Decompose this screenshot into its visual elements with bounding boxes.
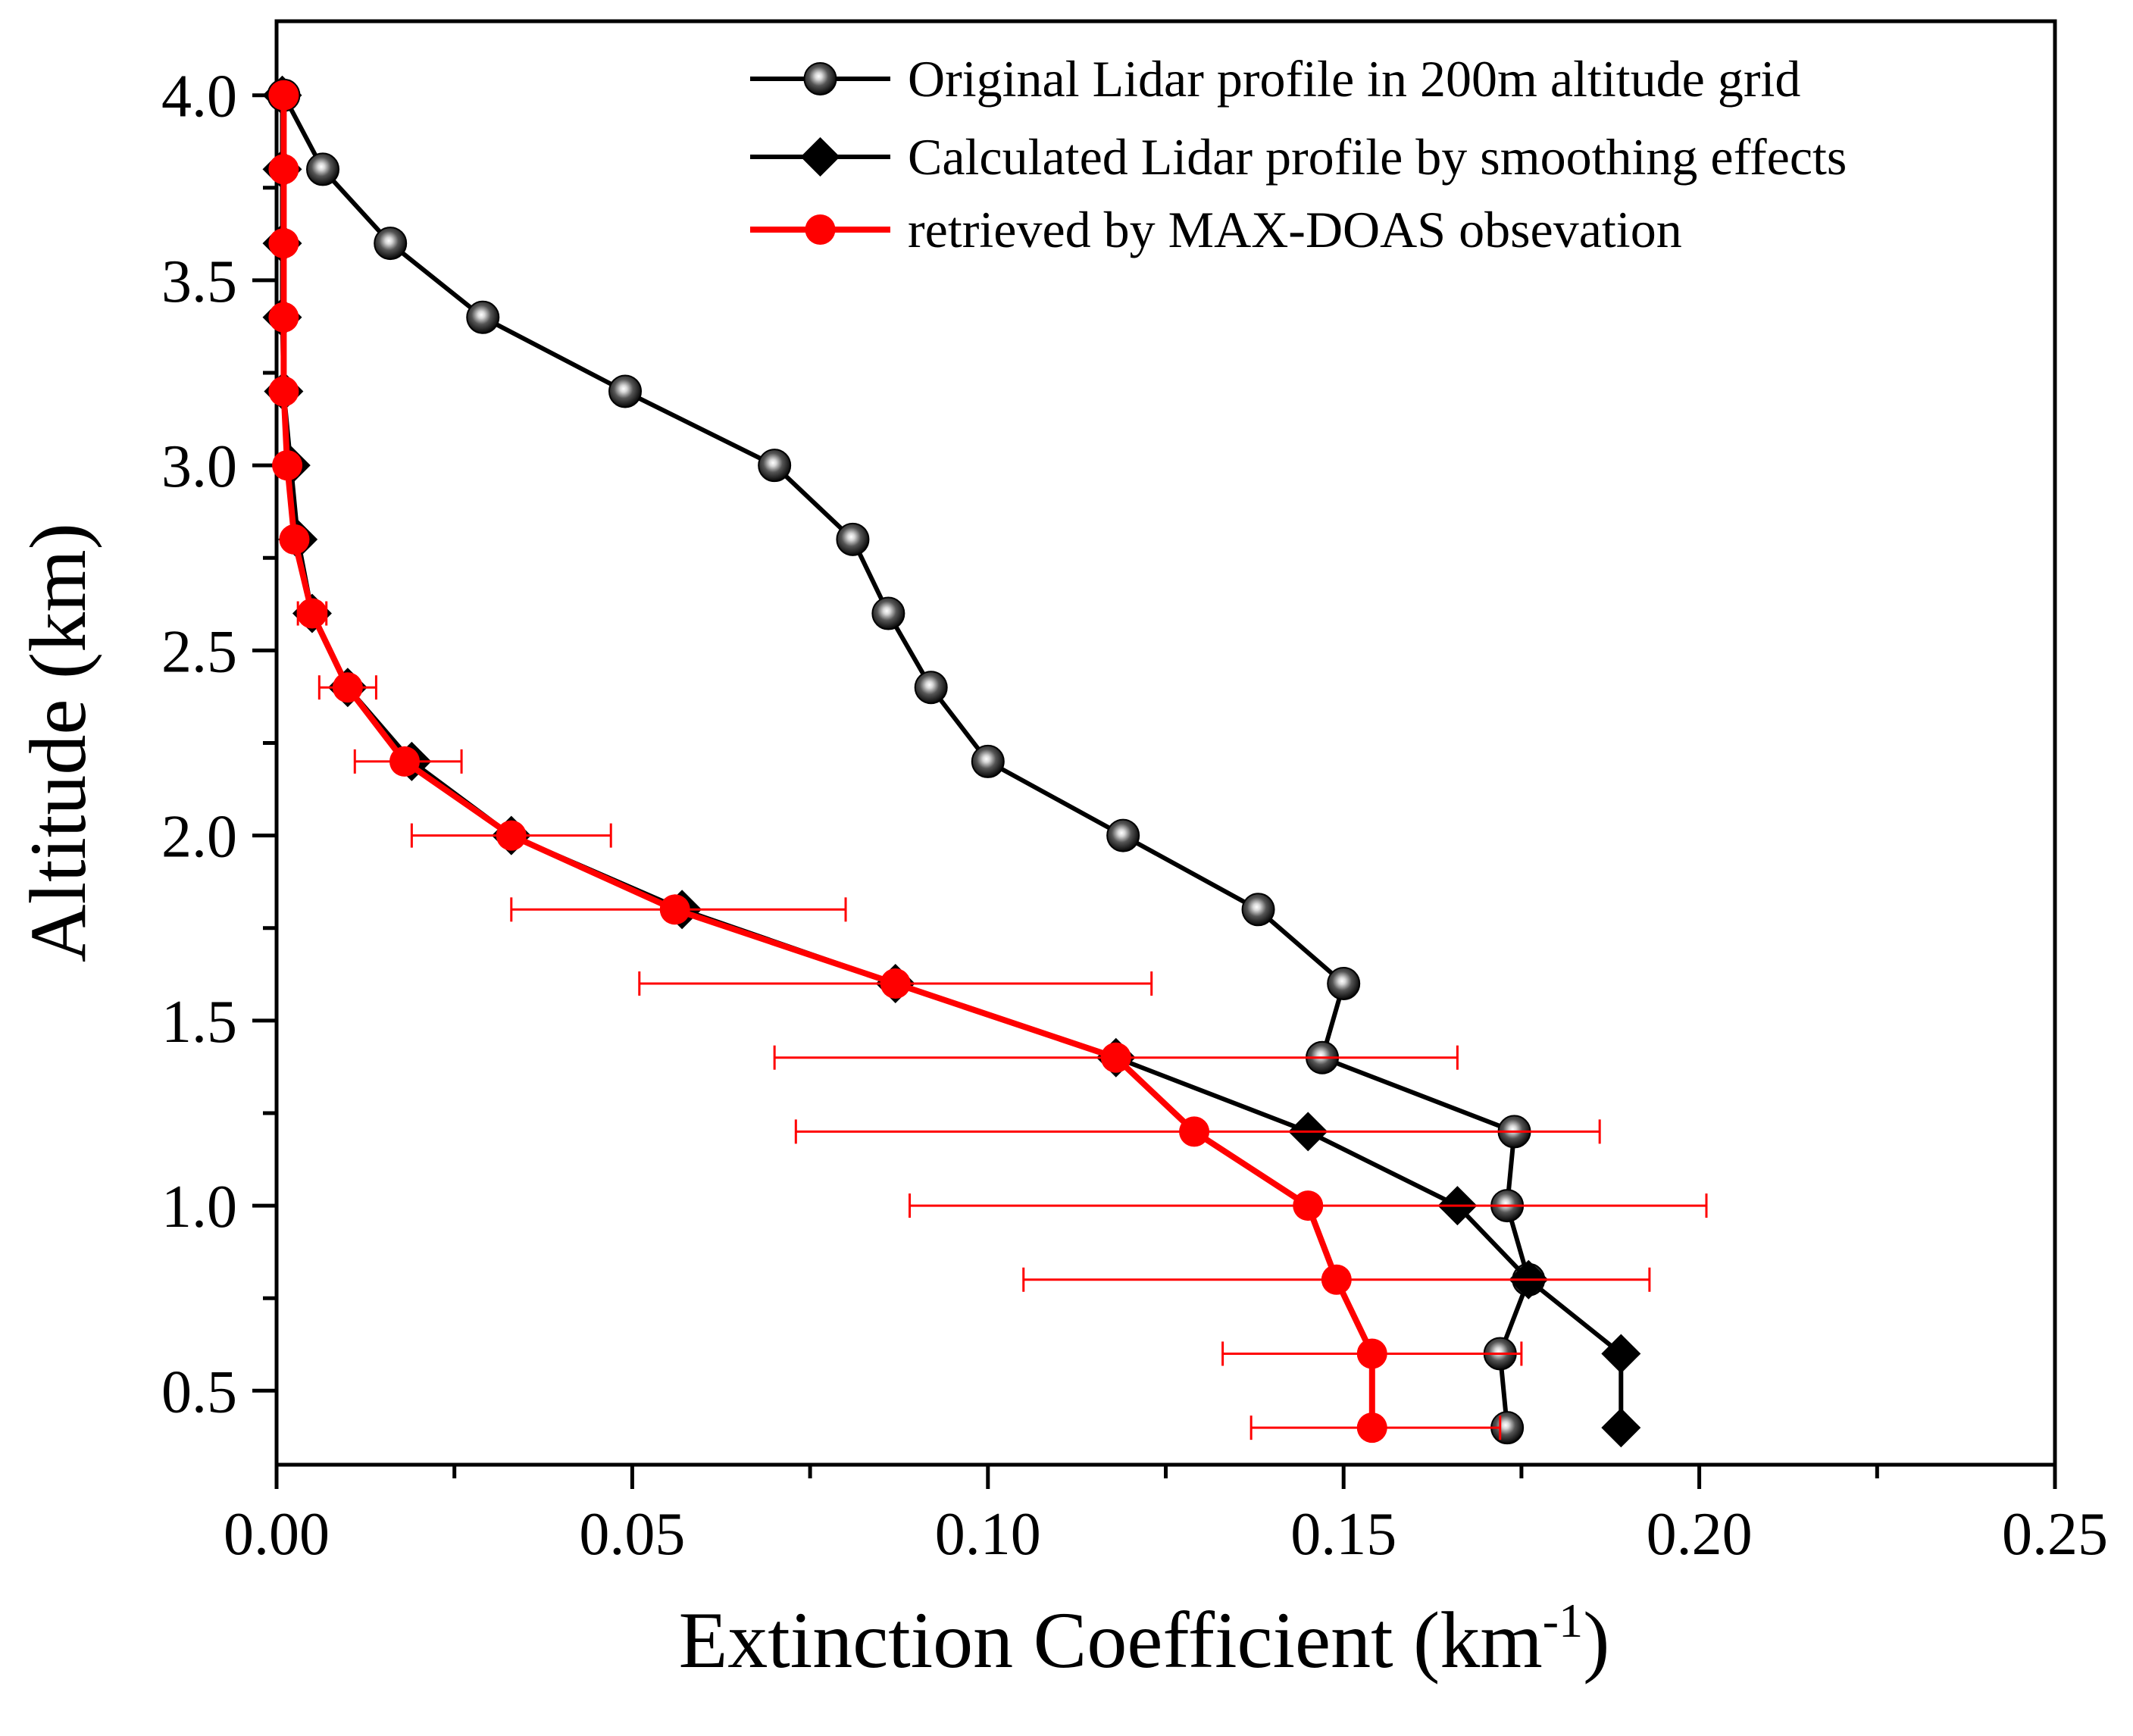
data-point bbox=[1321, 1264, 1352, 1295]
data-point bbox=[971, 744, 1005, 778]
legend-label: retrieved by MAX-DOAS obsevation bbox=[908, 201, 1682, 258]
data-point bbox=[268, 302, 299, 333]
y-tick-label: 1.0 bbox=[161, 1174, 237, 1240]
x-axis-title-superscript: -1 bbox=[1543, 1594, 1583, 1647]
data-point bbox=[389, 746, 420, 777]
legend-entry-3: retrieved by MAX-DOAS obsevation bbox=[750, 201, 1682, 258]
data-point bbox=[758, 449, 792, 483]
data-point bbox=[268, 154, 299, 185]
x-tick-label: 0.00 bbox=[224, 1501, 330, 1568]
y-tick-label: 4.0 bbox=[161, 64, 237, 130]
legend-marker bbox=[805, 214, 836, 245]
x-tick-label: 0.20 bbox=[1647, 1501, 1753, 1568]
y-tick-label: 1.5 bbox=[161, 989, 237, 1056]
y-tick-label: 0.5 bbox=[161, 1359, 237, 1425]
legend-entry-1: Original Lidar profile in 200m altitude … bbox=[750, 50, 1800, 108]
legend-marker bbox=[800, 137, 840, 177]
axes: 0.00 0.05 0.10 0.15 0.20 0.25 0.5 1.0 1.5 2.0 2.5 3… bbox=[161, 64, 2108, 1568]
data-point bbox=[1241, 893, 1275, 927]
legend-label: Original Lidar profile in 200m altitude … bbox=[908, 50, 1800, 108]
data-point bbox=[374, 227, 408, 261]
data-point bbox=[296, 598, 327, 629]
x-tick-label: 0.05 bbox=[579, 1501, 685, 1568]
data-point bbox=[659, 894, 690, 925]
data-point bbox=[1106, 818, 1140, 852]
series-line bbox=[280, 95, 1624, 1428]
series-line bbox=[281, 94, 1531, 1428]
data-point bbox=[1356, 1338, 1387, 1369]
legend-label: Calculated Lidar profile by smoothing ef… bbox=[908, 128, 1847, 186]
y-axis-title: Altitude (km) bbox=[14, 523, 102, 962]
legend: Original Lidar profile in 200m altitude … bbox=[750, 50, 1847, 258]
data-point bbox=[332, 672, 363, 703]
series-2 bbox=[262, 75, 1641, 1448]
data-point bbox=[466, 300, 500, 334]
legend-marker bbox=[803, 62, 837, 95]
y-tick-label: 3.0 bbox=[161, 433, 237, 500]
y-tick-label: 2.5 bbox=[161, 618, 237, 685]
series-3 bbox=[268, 80, 1708, 1444]
data-point bbox=[272, 450, 303, 481]
data-point bbox=[1100, 1042, 1131, 1073]
x-axis-title-close: ) bbox=[1583, 1596, 1609, 1684]
x-tick-label: 0.10 bbox=[935, 1501, 1041, 1568]
x-axis-title-main: Extinction Coefficient (km bbox=[679, 1596, 1543, 1684]
data-point bbox=[268, 228, 299, 259]
data-point bbox=[306, 152, 340, 186]
data-point bbox=[914, 671, 948, 705]
data-point bbox=[871, 596, 905, 630]
data-point bbox=[268, 376, 299, 407]
data-point bbox=[268, 80, 299, 111]
legend-entry-2: Calculated Lidar profile by smoothing ef… bbox=[750, 128, 1847, 186]
data-point bbox=[1356, 1412, 1387, 1444]
data-point bbox=[836, 522, 870, 556]
data-point bbox=[1601, 1334, 1641, 1374]
data-point bbox=[608, 374, 643, 408]
data-point bbox=[1293, 1190, 1324, 1221]
x-tick-label: 0.25 bbox=[2002, 1501, 2108, 1568]
y-tick-label: 2.0 bbox=[161, 804, 237, 871]
y-tick-label: 3.5 bbox=[161, 249, 237, 315]
data-point bbox=[1179, 1116, 1210, 1147]
x-tick-label: 0.15 bbox=[1290, 1501, 1396, 1568]
series-layer bbox=[262, 75, 1708, 1448]
data-point bbox=[1601, 1408, 1641, 1448]
x-axis-title: Extinction Coefficient (km-1) bbox=[679, 1594, 1610, 1684]
data-point bbox=[496, 820, 527, 851]
data-point bbox=[880, 968, 911, 999]
data-point bbox=[279, 524, 310, 555]
data-point bbox=[1327, 967, 1361, 1000]
